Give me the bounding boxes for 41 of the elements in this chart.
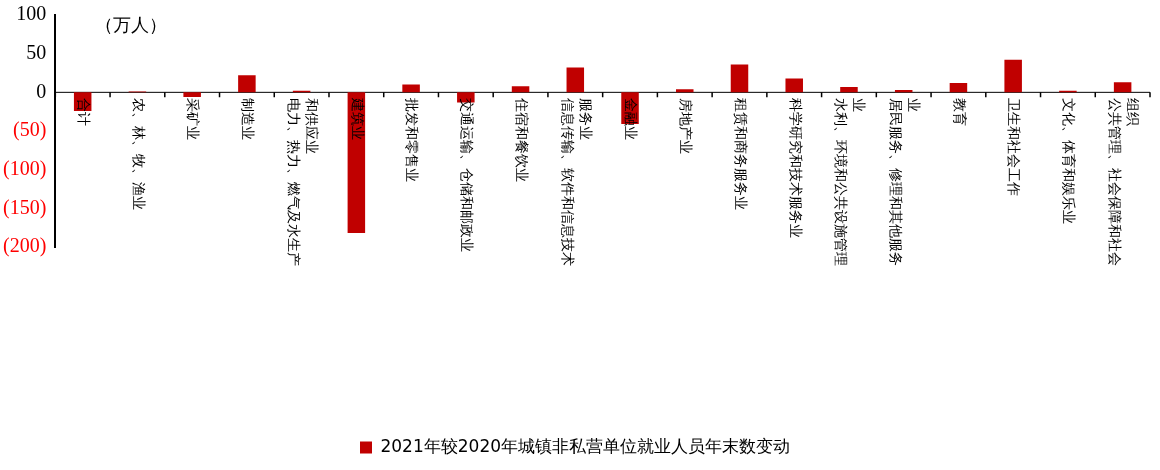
x-tick-label: 制造业 [240, 98, 256, 141]
x-tick-label: 合计 [76, 98, 92, 127]
bar [785, 78, 803, 93]
x-tick-label: 水利、环境和公共设施管理业 [833, 98, 867, 267]
bar [238, 75, 256, 93]
bar [730, 64, 749, 93]
x-tick-label: 电力、热力、燃气及水生产和供应业 [285, 98, 319, 267]
x-tick-label: 交通运输、仓储和邮政业 [459, 98, 475, 253]
x-tick-label: 建筑业 [349, 97, 365, 141]
x-tick-label: 卫生和社会工作 [1006, 98, 1022, 197]
x-tick-label: 批发和零售业 [404, 98, 420, 183]
x-tick-label: 住宿和餐饮业 [513, 97, 529, 183]
bar [1004, 59, 1022, 93]
annotation: （万人） [95, 14, 168, 35]
x-tick-label: 农、林、牧、渔业 [130, 98, 146, 211]
x-tick-label: 居民服务、修理和其他服务业 [888, 98, 922, 267]
y-tick-label: 100 [16, 2, 47, 25]
x-tick-label: 教育 [951, 98, 968, 127]
x-tick-label: 科学研究和技术服务业 [787, 98, 803, 239]
legend-label: 2021年较2020年城镇非私营单位就业人员年末数变动 [380, 435, 791, 456]
y-tick-label: (100) [2, 156, 47, 180]
x-tick-label: 租赁和商务服务业 [732, 98, 748, 211]
y-tick-label: (200) [2, 234, 47, 258]
x-tick-label: 房地产业 [678, 98, 694, 155]
y-tick-label: 0 [36, 79, 47, 102]
bar [402, 84, 420, 93]
bar [183, 92, 201, 97]
x-tick-label: 公共管理、社会保障和社会组织 [1106, 98, 1140, 267]
bar [676, 89, 694, 93]
bar [511, 86, 530, 93]
bar [840, 86, 858, 93]
bar [566, 67, 585, 93]
x-tick-label: 信息传输、软件和信息技术服务业 [559, 98, 593, 267]
x-tick-label: 金融业 [623, 98, 639, 141]
bar [949, 83, 968, 93]
x-tick-label: 采矿业 [185, 98, 201, 141]
x-tick-label: 文化、体育和娱乐业 [1061, 98, 1078, 225]
y-tick-label: (150) [2, 195, 47, 219]
y-tick-label: (50) [12, 118, 47, 142]
y-tick-label: 50 [26, 40, 47, 63]
bar [1113, 82, 1132, 93]
